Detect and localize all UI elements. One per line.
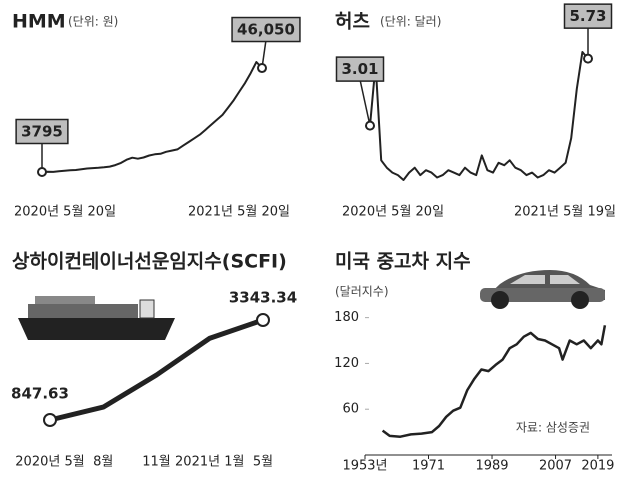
chart-title: 미국 중고차 지수 bbox=[335, 251, 471, 273]
x-tick-label: 2021년 1월 bbox=[175, 455, 244, 470]
y-tick-label: 180 bbox=[334, 310, 359, 325]
value-label: 3795 bbox=[21, 123, 63, 141]
point-marker bbox=[256, 313, 270, 327]
leader-line bbox=[359, 79, 371, 126]
chart-title: 허츠 bbox=[335, 11, 370, 33]
chart-subtitle: (달러지수) bbox=[335, 285, 389, 299]
x-tick-label: 11월 bbox=[142, 455, 171, 470]
point-marker bbox=[37, 167, 47, 177]
label-box bbox=[231, 16, 301, 43]
value-label: 46,050 bbox=[237, 21, 295, 39]
point-marker bbox=[257, 63, 267, 74]
value-label: 5.73 bbox=[569, 7, 606, 25]
x-tick-label: 1971 bbox=[412, 459, 445, 474]
chart-title: 상하이컨테이너선운임지수(SCFI) bbox=[12, 251, 287, 273]
chart-subtitle: (단위: 원) bbox=[68, 15, 118, 29]
chart-subtitle: (단위: 달러) bbox=[380, 15, 441, 29]
label-box bbox=[335, 56, 385, 82]
value-label: 3.01 bbox=[341, 60, 378, 78]
point-marker bbox=[365, 120, 375, 131]
source-note: 자료: 삼성증권 bbox=[516, 421, 590, 435]
label-box bbox=[15, 118, 69, 145]
point-marker bbox=[583, 53, 593, 64]
x-tick-label: 8월 bbox=[93, 455, 113, 470]
value-label: 847.63 bbox=[11, 385, 69, 403]
x-tick-label: 2007 bbox=[539, 459, 572, 474]
x-tick-label: 5월 bbox=[253, 455, 273, 470]
line-series bbox=[49, 317, 264, 423]
x-tick-label: 2021년 5월 19일 bbox=[514, 205, 616, 220]
line-series bbox=[381, 325, 607, 438]
line-series bbox=[369, 51, 589, 181]
y-tick-label: 60 bbox=[342, 402, 359, 417]
x-tick-label: 1953년 bbox=[342, 459, 387, 474]
value-label: 3343.34 bbox=[229, 289, 297, 307]
x-tick-label: 1989 bbox=[475, 459, 508, 474]
ship-icon bbox=[18, 296, 175, 340]
x-tick-label: 2020년 5월 20일 bbox=[14, 205, 116, 220]
x-tick-label: 2021년 5월 20일 bbox=[188, 205, 290, 220]
x-tick-label: 2020년 5월 bbox=[15, 455, 84, 470]
label-box bbox=[563, 3, 613, 29]
x-tick-label: 2020년 5월 20일 bbox=[342, 205, 444, 220]
line-series bbox=[41, 61, 263, 173]
chart-title: HMM bbox=[12, 11, 66, 33]
point-marker bbox=[43, 413, 57, 427]
car-icon bbox=[480, 270, 605, 309]
y-tick-label: 120 bbox=[334, 356, 359, 371]
x-tick-label: 2019 bbox=[581, 459, 614, 474]
